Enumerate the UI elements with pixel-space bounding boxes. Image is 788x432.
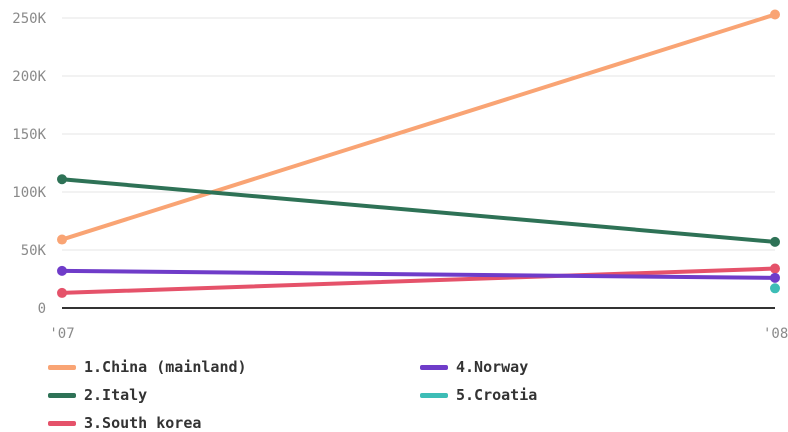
y-tick-label: 0 <box>38 301 46 317</box>
x-tick-label: '07 <box>49 326 74 342</box>
data-point <box>770 9 780 20</box>
x-tick-label: '08 <box>763 326 788 342</box>
legend-item: 4.Norway <box>420 358 528 376</box>
series-line <box>60 268 777 280</box>
legend-label: 2.Italy <box>84 386 148 404</box>
data-point <box>770 263 780 274</box>
legend-label: 3.South korea <box>84 414 202 432</box>
data-point <box>770 272 780 283</box>
legend-label: 4.Norway <box>456 358 529 376</box>
legend-item: 2.Italy <box>48 386 147 404</box>
series-lines <box>57 9 780 298</box>
series-line <box>60 266 777 295</box>
y-axis-tick-labels: 0 50K 100K 150K 200K 250K <box>12 11 46 317</box>
legend: 1.China (mainland) 2.Italy 3.South korea 4.… <box>0 354 788 432</box>
legend-item: 3.South korea <box>48 414 201 432</box>
series-line <box>60 12 777 242</box>
data-point <box>57 287 67 298</box>
legend-label: 1.China (mainland) <box>84 358 247 376</box>
legend-swatch <box>48 392 76 398</box>
legend-swatch <box>420 392 448 398</box>
legend-item: 5.Croatia <box>420 386 537 404</box>
legend-label: 5.Croatia <box>456 386 538 404</box>
y-tick-label: 150K <box>12 127 46 143</box>
x-axis-tick-labels: '07 '08 <box>49 326 788 342</box>
y-tick-label: 50K <box>21 243 47 259</box>
data-point <box>57 265 67 276</box>
legend-swatch <box>48 420 76 426</box>
data-point <box>57 234 67 245</box>
y-tick-label: 250K <box>12 11 46 27</box>
y-tick-label: 100K <box>12 185 46 201</box>
legend-swatch <box>420 364 448 370</box>
line-chart: 0 50K 100K 150K 200K 250K '07 '08 <box>12 9 788 342</box>
data-point <box>770 236 780 247</box>
data-point <box>57 174 67 185</box>
data-point <box>770 283 780 294</box>
legend-swatch <box>48 364 76 370</box>
y-tick-label: 200K <box>12 69 46 85</box>
series-line <box>60 177 777 244</box>
grid-lines <box>62 17 775 251</box>
legend-item: 1.China (mainland) <box>48 358 247 376</box>
